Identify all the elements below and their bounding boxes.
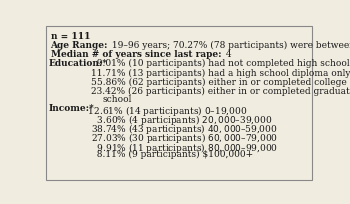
Text: 55.86% (62 participants) either in or completed college: 55.86% (62 participants) either in or co… xyxy=(91,78,347,87)
Text: 9.01% (10 participants) had not completed high school: 9.01% (10 participants) had not complete… xyxy=(91,59,350,69)
Text: 23.42% (26 participants) either in or completed graduate/professional: 23.42% (26 participants) either in or co… xyxy=(91,87,350,96)
Text: 19–96 years; 70.27% (78 participants) were between 21 and 36 years old: 19–96 years; 70.27% (78 participants) we… xyxy=(110,41,350,50)
Text: n = 111: n = 111 xyxy=(50,32,90,41)
Text: school: school xyxy=(102,95,132,104)
Text: 27.03% (30 participants) $60,000–$79,000: 27.03% (30 participants) $60,000–$79,000 xyxy=(91,131,278,145)
Text: 38.74% (43 participants) $40,000–$59,000: 38.74% (43 participants) $40,000–$59,000 xyxy=(91,122,278,136)
Text: 8.11% (9 participants) $100,000+: 8.11% (9 participants) $100,000+ xyxy=(91,150,253,159)
Text: Income:*: Income:* xyxy=(49,104,94,113)
Text: Education:*: Education:* xyxy=(49,59,108,68)
FancyBboxPatch shape xyxy=(47,26,312,180)
Text: 12.61% (14 participants) $0–$19,000: 12.61% (14 participants) $0–$19,000 xyxy=(85,104,247,118)
Text: 9.91% (11 participants) $80,000–$99,000: 9.91% (11 participants) $80,000–$99,000 xyxy=(91,141,278,155)
Text: 3.60% (4 participants) $20,000–$39,000: 3.60% (4 participants) $20,000–$39,000 xyxy=(91,113,273,127)
Text: Age Range:: Age Range: xyxy=(50,41,108,50)
Text: 11.71% (13 participants) had a high school diploma only: 11.71% (13 participants) had a high scho… xyxy=(91,69,350,78)
Text: 4: 4 xyxy=(223,50,231,59)
Text: Median # of years since last rape:: Median # of years since last rape: xyxy=(50,50,221,59)
